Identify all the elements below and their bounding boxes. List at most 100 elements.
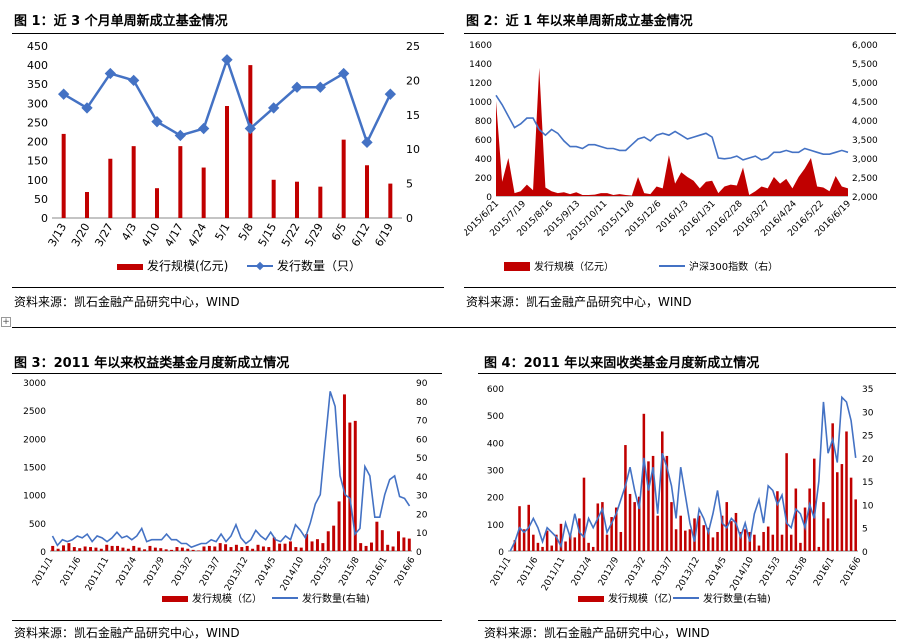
y-left-tick-label: 200	[475, 174, 492, 184]
y-left-tick-label: 600	[475, 136, 492, 146]
x-tick-label: 2011/6	[516, 555, 541, 588]
y-left-tick-label: 0	[40, 548, 46, 558]
bar-mark	[191, 549, 195, 551]
bar-mark	[159, 548, 163, 551]
bar-mark	[305, 534, 309, 551]
bar-mark	[587, 542, 590, 551]
bar-mark	[105, 544, 109, 551]
series-line	[51, 391, 411, 549]
y-left-tick-label: 100	[27, 174, 48, 187]
bar-mark	[278, 543, 282, 551]
y-left-tick-label: 200	[27, 136, 48, 149]
bar-mark	[85, 192, 89, 218]
bar-mark	[397, 531, 400, 551]
area-mark	[496, 67, 848, 196]
line-point	[174, 129, 186, 142]
line-point	[128, 74, 140, 87]
bar-mark	[245, 545, 249, 551]
x-tick-label: 4/17	[162, 221, 186, 249]
y-right-tick-label: 60	[416, 435, 428, 445]
x-tick-label: 2011/11	[84, 556, 111, 593]
x-tick-label: 6/12	[349, 221, 373, 249]
bar-mark	[674, 529, 678, 551]
bar-mark	[596, 503, 600, 551]
y-left-tick-label: 250	[27, 116, 48, 129]
y-right-tick-label: 70	[416, 417, 428, 427]
y-left-tick-label: 1000	[23, 492, 46, 502]
bar-mark	[831, 423, 834, 551]
y-right-tick-label: 5,500	[852, 60, 878, 70]
bar-mark	[789, 534, 793, 551]
top-rule-left	[12, 33, 444, 34]
bar-mark	[240, 547, 244, 551]
bar-mark	[83, 546, 87, 551]
x-tick-label: 6/5	[329, 221, 349, 243]
x-tick-label: 2016/6	[393, 555, 418, 588]
bar-mark	[202, 546, 206, 551]
y-right-tick-label: 90	[416, 379, 428, 389]
bar-mark	[178, 146, 183, 218]
x-tick-label: 5/15	[256, 221, 280, 249]
y-right-tick-label: 10	[416, 529, 428, 539]
legend-label-right: 发行数量（只）	[277, 258, 361, 273]
bar-mark	[116, 545, 120, 551]
y-right-tick-label: 35	[862, 385, 873, 395]
line-point	[221, 54, 233, 66]
y-right-tick-label: 3,500	[852, 136, 878, 146]
y-right-tick-label: 25	[862, 432, 873, 442]
bar-mark	[369, 542, 373, 551]
chart2-weekly-1y: 0 200 400 600 800 1000 1200 1400 1600 2,000 2,500 3…	[464, 41, 878, 273]
top-source-rule-right	[464, 287, 896, 288]
bar-mark	[121, 547, 125, 551]
series-line	[495, 94, 849, 161]
y-right-tick-label: 20	[406, 74, 420, 87]
x-tick-label: 6/19	[372, 221, 396, 249]
legend-line-marker	[255, 261, 265, 271]
bar-mark	[148, 545, 152, 551]
bar-mark	[545, 530, 549, 551]
line-point	[198, 122, 210, 135]
bar-mark	[840, 464, 844, 551]
bar-mark	[817, 546, 821, 551]
line-point	[361, 136, 373, 148]
bar-mark	[310, 541, 314, 551]
bar-mark	[213, 546, 217, 551]
bar-mark	[342, 394, 346, 551]
x-tick-label: 3/20	[69, 221, 93, 249]
bar-mark	[532, 534, 535, 551]
bar-mark	[99, 548, 103, 551]
bar-mark	[407, 538, 411, 551]
y-right-tick-label: 0	[416, 548, 422, 558]
y-right-tick-label: 30	[862, 408, 874, 418]
bar-mark	[56, 548, 60, 551]
bar-mark	[605, 534, 609, 551]
x-tick-label: 2013/2	[624, 556, 648, 588]
y-left-tick-label: 600	[487, 385, 504, 395]
y-right-tick-label: 0	[862, 548, 868, 558]
bar-mark	[624, 445, 627, 551]
y-right-tick-label: 3,000	[852, 155, 878, 165]
bar-mark	[155, 188, 159, 218]
y-right-tick-label: 15	[862, 478, 873, 488]
move-anchor-icon[interactable]: +	[1, 317, 11, 327]
bar-mark	[845, 431, 848, 551]
bar-mark	[628, 493, 632, 551]
x-tick-label: 2011/11	[540, 556, 567, 593]
x-tick-label: 2011/6	[59, 555, 84, 588]
bar-mark	[283, 543, 287, 551]
bar-mark	[808, 488, 811, 551]
chart1-weekly-3m: 0 50 100 150 200 250 300 350 400 450 0 5 10 15 20 25 3/1…	[27, 40, 420, 273]
bar-mark	[256, 544, 260, 551]
bar-mark	[697, 515, 701, 551]
y-left-tick-label: 150	[27, 155, 48, 168]
y-left-tick-label: 1600	[469, 41, 492, 51]
bottom-source-rule-left	[12, 620, 442, 621]
y-left-tick-label: 1200	[469, 79, 492, 89]
x-tick-label: 2016/6	[839, 555, 864, 588]
bar-mark	[610, 517, 613, 551]
y-left-tick-label: 800	[475, 117, 492, 127]
bar-mark	[684, 530, 687, 551]
bar-mark	[288, 541, 292, 551]
bar-mark	[670, 502, 673, 551]
